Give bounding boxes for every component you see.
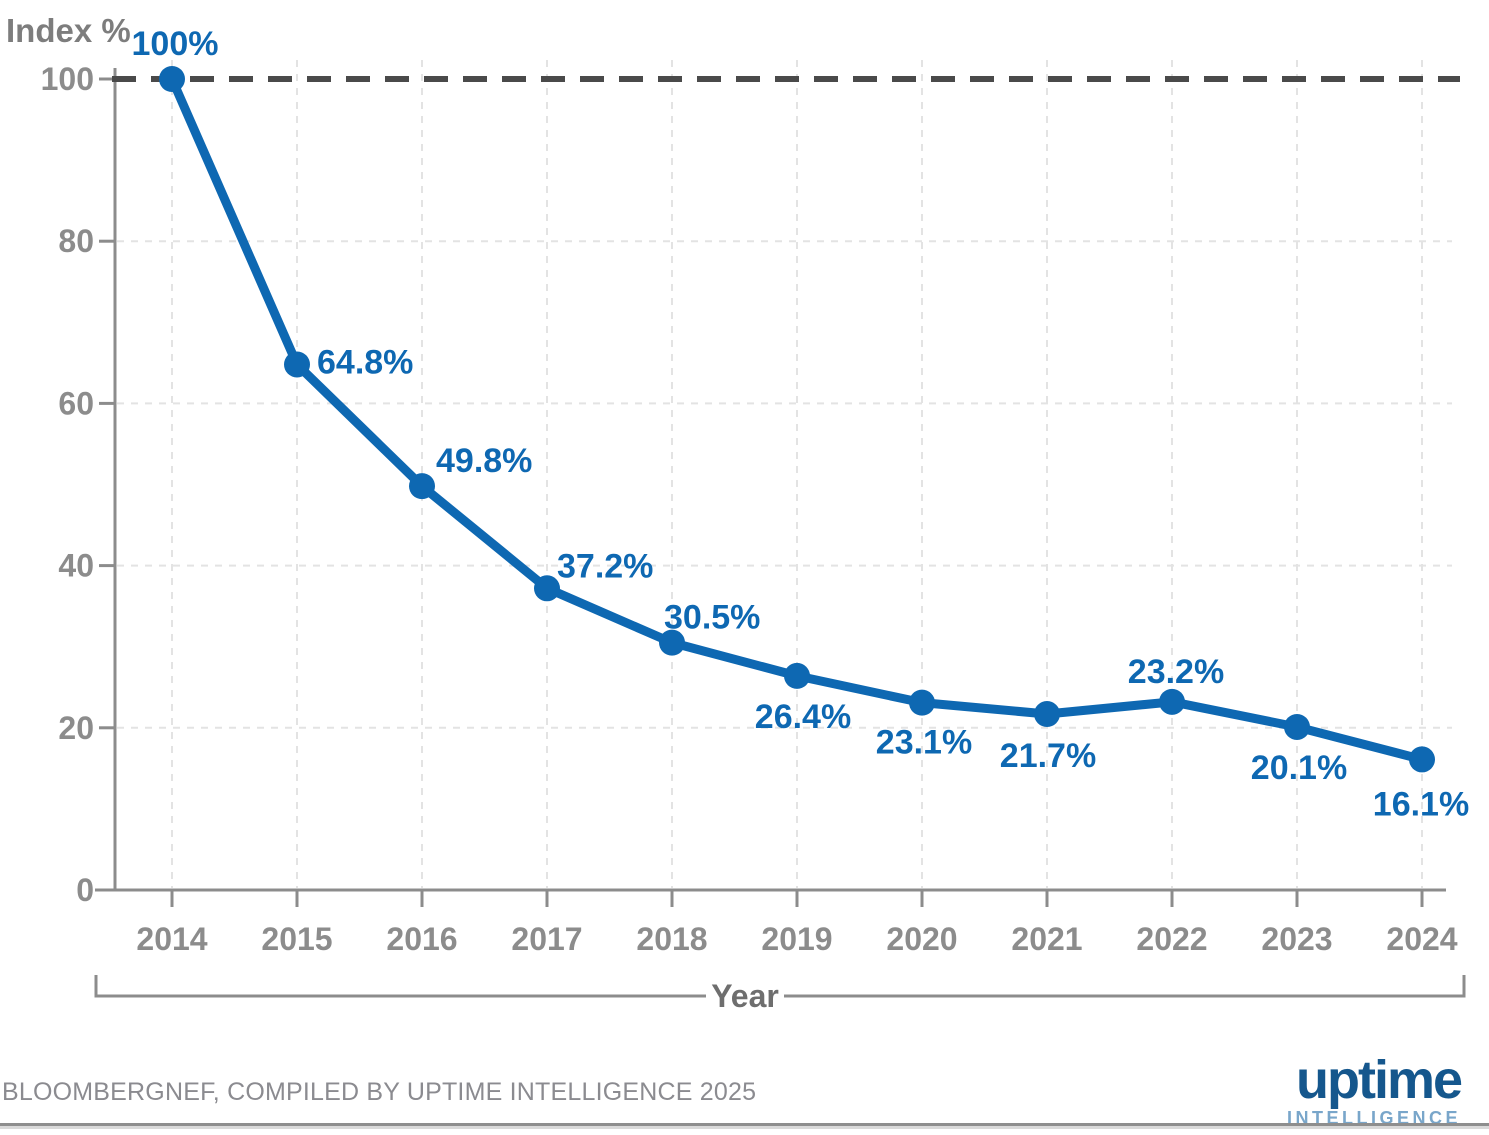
data-label: 23.2% bbox=[1128, 653, 1224, 691]
x-tick-label: 2016 bbox=[386, 921, 457, 957]
data-label: 26.4% bbox=[755, 698, 851, 736]
y-tick-label: 60 bbox=[58, 385, 94, 421]
x-tick-label: 2021 bbox=[1011, 921, 1082, 957]
x-tick-label: 2022 bbox=[1136, 921, 1207, 957]
data-point bbox=[534, 575, 560, 602]
x-tick-label: 2015 bbox=[261, 921, 332, 957]
data-point bbox=[409, 473, 435, 500]
logo-subtitle: INTELLIGENCE bbox=[1286, 1108, 1461, 1128]
data-point bbox=[1284, 713, 1310, 740]
data-point bbox=[159, 66, 185, 92]
data-point bbox=[909, 689, 935, 716]
data-point bbox=[284, 351, 310, 378]
x-axis-bracket-left bbox=[94, 975, 706, 998]
x-axis-title: Year bbox=[711, 978, 779, 1014]
data-point bbox=[1159, 688, 1185, 715]
y-tick-label: 20 bbox=[58, 710, 94, 746]
y-tick-label: 80 bbox=[58, 223, 94, 259]
x-tick-label: 2023 bbox=[1261, 921, 1332, 957]
series-line bbox=[167, 74, 1427, 764]
data-label: 23.1% bbox=[876, 724, 972, 762]
x-axis-bracket-right bbox=[784, 975, 1466, 998]
logo-wordmark: uptime bbox=[1295, 1050, 1463, 1110]
y-axis-title: Index % bbox=[6, 12, 131, 49]
x-tick-label: 2024 bbox=[1386, 921, 1457, 957]
x-tick-label: 2017 bbox=[511, 921, 582, 957]
data-label: 20.1% bbox=[1251, 749, 1347, 787]
bottom-rule-shadow bbox=[0, 1126, 1489, 1129]
data-label: 30.5% bbox=[664, 599, 760, 637]
data-point bbox=[659, 629, 685, 656]
data-label: 37.2% bbox=[557, 547, 653, 585]
data-label: 64.8% bbox=[317, 343, 413, 381]
data-label: 16.1% bbox=[1373, 785, 1469, 823]
data-label: 100% bbox=[132, 25, 219, 63]
source-attribution: BLOOMBERGNEF, COMPILED BY UPTIME INTELLI… bbox=[2, 1078, 757, 1106]
y-tick-label: 40 bbox=[58, 548, 94, 584]
data-point bbox=[1034, 701, 1060, 728]
bottom-rule bbox=[0, 1123, 1489, 1126]
data-label: 21.7% bbox=[1000, 737, 1096, 775]
data-point bbox=[784, 662, 810, 689]
data-label: 49.8% bbox=[436, 442, 532, 480]
uptime-intelligence-logo: uptime INTELLIGENCE bbox=[1286, 1050, 1463, 1128]
x-tick-label: 2014 bbox=[136, 921, 207, 957]
y-tick-label: 100 bbox=[41, 61, 94, 97]
x-tick-label: 2019 bbox=[761, 921, 832, 957]
data-point bbox=[1409, 746, 1435, 773]
y-tick-label: 0 bbox=[76, 872, 94, 908]
x-tick-label: 2020 bbox=[886, 921, 957, 957]
x-tick-label: 2018 bbox=[636, 921, 707, 957]
